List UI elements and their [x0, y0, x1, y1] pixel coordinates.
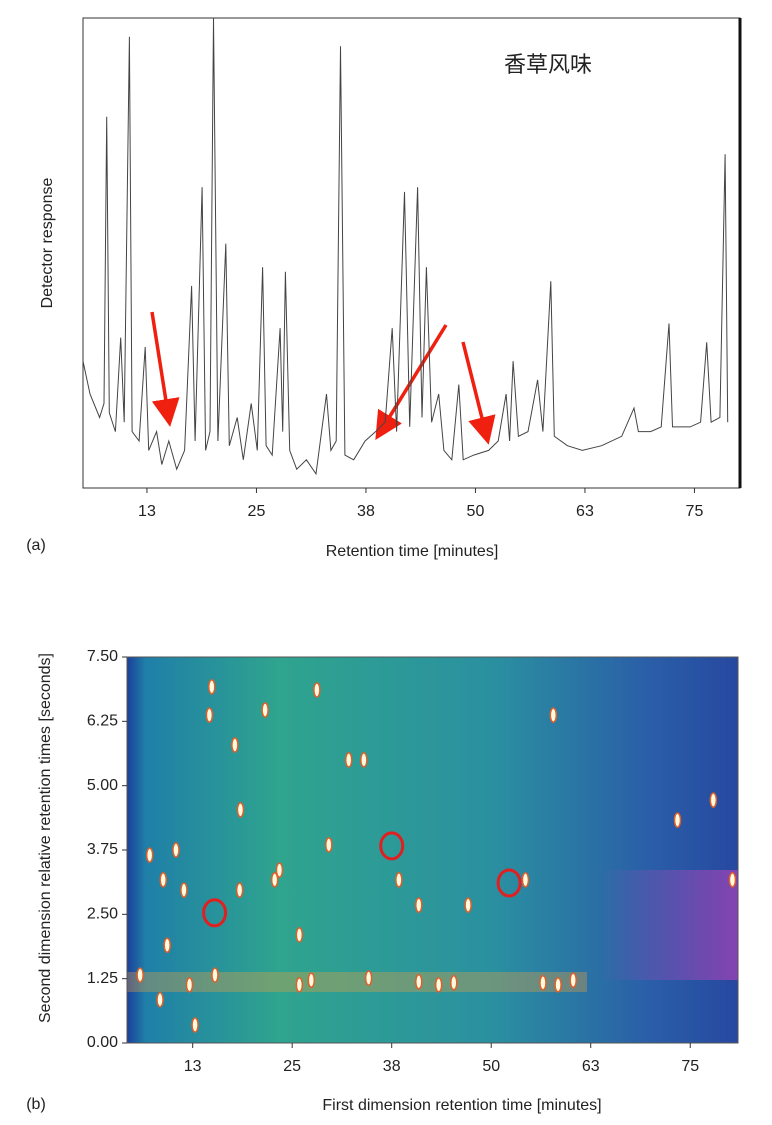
spot [539, 975, 547, 991]
x-tick-label: 13 [138, 503, 156, 520]
spot [313, 682, 321, 698]
highlight-circle [202, 898, 228, 928]
spot [205, 707, 214, 723]
spot [728, 872, 737, 888]
spot [156, 992, 164, 1008]
y-tick-label: 5.00 [87, 777, 118, 794]
spot [275, 862, 284, 878]
spot [235, 882, 244, 898]
spot [364, 970, 373, 986]
spot [261, 702, 269, 718]
y-tick-label: 6.25 [87, 713, 118, 730]
arrow [375, 324, 448, 440]
spot [172, 842, 180, 858]
arrow [461, 341, 496, 445]
x-axis-label: First dimension retention time [minutes] [322, 1097, 601, 1114]
spot [159, 872, 167, 888]
spot [344, 752, 353, 768]
spot [236, 802, 245, 818]
x-tick-label: 63 [582, 1058, 600, 1075]
spot [163, 937, 171, 953]
spot [185, 977, 194, 993]
y-tick-label: 3.75 [87, 841, 118, 858]
panel-label: (b) [26, 1096, 46, 1113]
x-tick-label: 63 [576, 503, 594, 520]
y-tick-label: 7.50 [87, 648, 118, 665]
spot [709, 792, 718, 808]
haze [600, 870, 738, 980]
spot [415, 974, 423, 990]
x-tick-label: 13 [184, 1058, 202, 1075]
panel-b: First dimension retention time [minutes]… [26, 648, 739, 1114]
highlight-circle [496, 868, 522, 898]
x-axis-label: Retention time [minutes] [326, 543, 499, 560]
spot [180, 882, 188, 898]
panel-a: 香草风味 Retention time [minutes] Detector r… [26, 17, 742, 560]
x-tick-label: 25 [283, 1058, 301, 1075]
panel-label: (a) [26, 537, 46, 554]
spot [569, 972, 577, 988]
spot [673, 812, 682, 828]
y-tick-label: 1.25 [87, 970, 118, 987]
spot [231, 737, 239, 753]
spot [360, 752, 368, 768]
x-tick-label: 38 [383, 1058, 401, 1075]
spot [464, 897, 472, 913]
spot [295, 927, 304, 943]
spot [136, 967, 144, 983]
y-tick-label: 0.00 [87, 1034, 118, 1051]
spot [415, 897, 423, 913]
spot [395, 872, 403, 888]
y-tick-label: 2.50 [87, 906, 118, 923]
spot [208, 679, 216, 695]
spot [554, 977, 562, 993]
spot [145, 847, 154, 863]
spot [325, 837, 333, 853]
spot [434, 977, 443, 993]
band [127, 972, 587, 992]
spot [307, 972, 316, 988]
x-tick-label: 50 [482, 1058, 500, 1075]
x-tick-label: 75 [686, 503, 704, 520]
spot [450, 975, 458, 991]
annotation: 香草风味 [504, 53, 592, 78]
plot-frame [82, 17, 741, 489]
x-tick-label: 75 [681, 1058, 699, 1075]
x-tick-label: 38 [357, 503, 375, 520]
highlight-circle [379, 831, 405, 861]
spot [191, 1017, 199, 1033]
x-tick-label: 25 [248, 503, 266, 520]
chromatogram-line [82, 17, 729, 476]
spot [549, 707, 558, 723]
spot [270, 872, 279, 888]
spot [521, 872, 530, 888]
arrow [150, 311, 180, 427]
spot [211, 967, 219, 983]
y-axis-label: Second dimension relative retention time… [37, 653, 54, 1023]
y-axis-label: Detector response [39, 178, 56, 309]
spot [295, 977, 304, 993]
arrows [150, 311, 496, 445]
x-tick-label: 50 [467, 503, 485, 520]
